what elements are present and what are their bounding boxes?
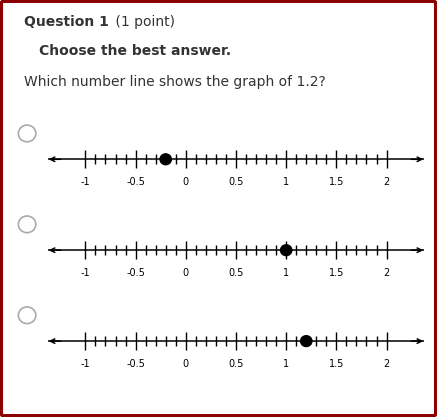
- Circle shape: [301, 336, 312, 347]
- Text: 0: 0: [183, 268, 189, 278]
- Text: 0: 0: [183, 177, 189, 187]
- Text: -0.5: -0.5: [126, 268, 145, 278]
- Text: 1.5: 1.5: [329, 177, 344, 187]
- Text: -0.5: -0.5: [126, 359, 145, 369]
- Text: Choose the best answer.: Choose the best answer.: [39, 44, 232, 58]
- Text: -1: -1: [80, 359, 90, 369]
- Text: -1: -1: [80, 268, 90, 278]
- Text: 2: 2: [383, 268, 390, 278]
- Text: -0.5: -0.5: [126, 177, 145, 187]
- Text: 0.5: 0.5: [228, 177, 244, 187]
- Text: 1: 1: [283, 359, 289, 369]
- Text: 2: 2: [383, 359, 390, 369]
- Text: 1.5: 1.5: [329, 268, 344, 278]
- Text: 1: 1: [283, 177, 289, 187]
- Text: 1.5: 1.5: [329, 359, 344, 369]
- Text: -1: -1: [80, 177, 90, 187]
- Text: 1: 1: [283, 268, 289, 278]
- Text: 2: 2: [383, 177, 390, 187]
- Circle shape: [160, 154, 171, 165]
- Text: 0: 0: [183, 359, 189, 369]
- Text: Which number line shows the graph of 1.2?: Which number line shows the graph of 1.2…: [24, 75, 326, 89]
- Text: 0.5: 0.5: [228, 268, 244, 278]
- Text: 0.5: 0.5: [228, 359, 244, 369]
- Text: Question 1: Question 1: [24, 15, 109, 29]
- Circle shape: [281, 245, 292, 256]
- Text: (1 point): (1 point): [111, 15, 175, 29]
